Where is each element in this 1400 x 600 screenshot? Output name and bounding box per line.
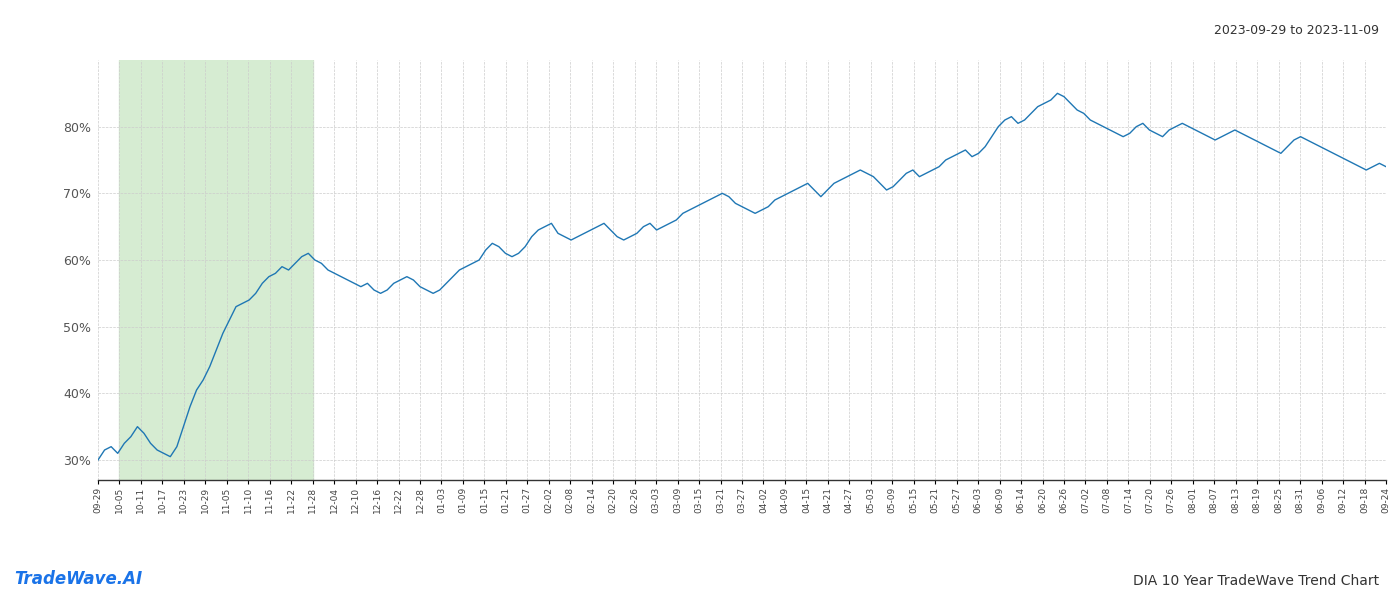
Text: 2023-09-29 to 2023-11-09: 2023-09-29 to 2023-11-09 [1214, 24, 1379, 37]
Bar [119, 60, 312, 480]
Text: DIA 10 Year TradeWave Trend Chart: DIA 10 Year TradeWave Trend Chart [1133, 574, 1379, 588]
Text: TradeWave.AI: TradeWave.AI [14, 570, 143, 588]
